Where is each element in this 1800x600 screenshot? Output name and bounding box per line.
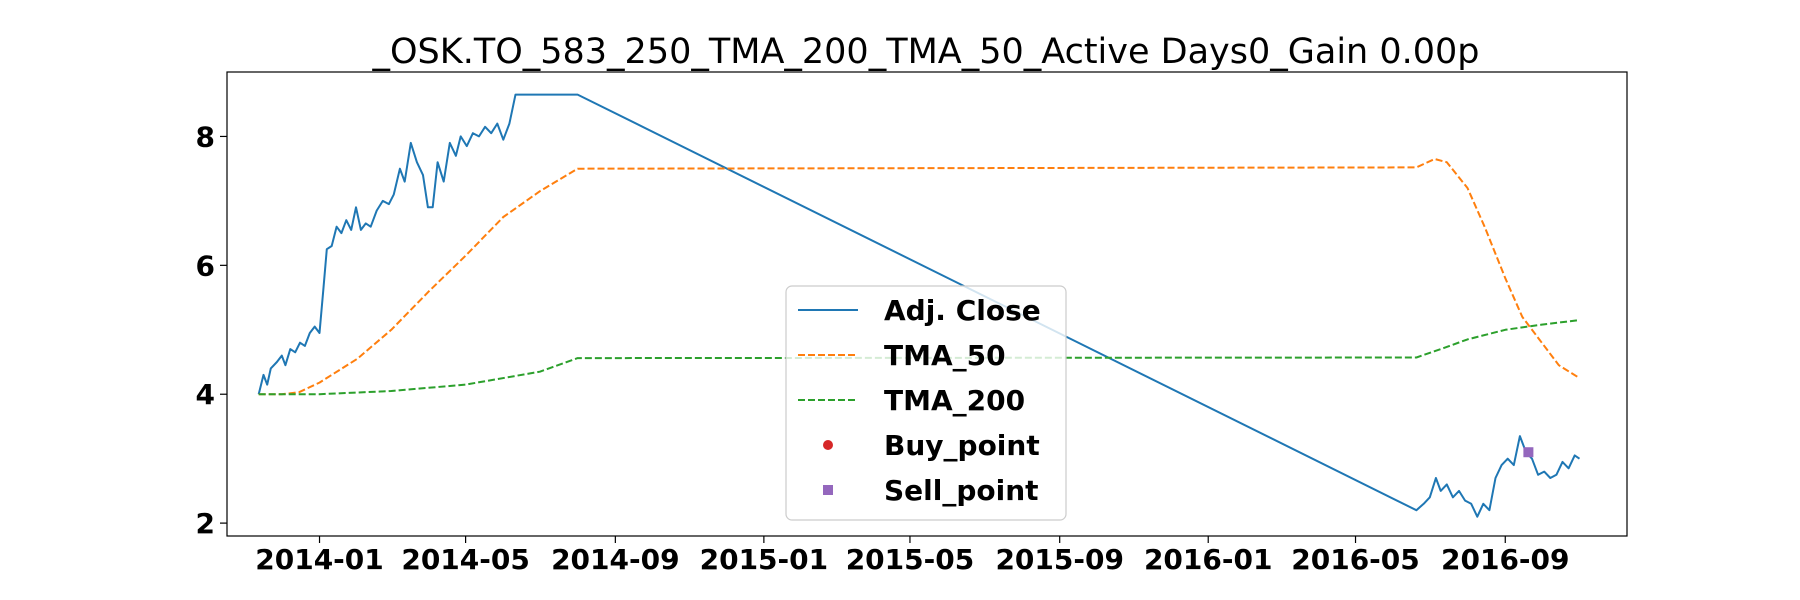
legend-swatch-sell-point [823, 485, 833, 495]
y-tick-label: 2 [196, 507, 215, 540]
x-tick-label: 2014-05 [401, 543, 530, 576]
legend-label-adj-close: Adj. Close [884, 294, 1041, 327]
x-tick-label: 2015-05 [846, 543, 975, 576]
x-tick-label: 2015-01 [700, 543, 829, 576]
y-tick-label: 6 [196, 249, 215, 282]
series-line-adj-close [257, 93, 1581, 518]
legend-label-tma-50: TMA_50 [884, 339, 1006, 372]
legend-label-sell-point: Sell_point [884, 474, 1039, 507]
y-tick-label: 4 [196, 378, 215, 411]
legend-box [785, 285, 1067, 521]
x-tick-label: 2014-09 [551, 543, 680, 576]
x-tick-label: 2016-09 [1441, 543, 1570, 576]
y-axis: 2 4 6 8 [196, 120, 227, 540]
x-tick-label: 2016-01 [1144, 543, 1273, 576]
legend-label-tma-200: TMA_200 [884, 384, 1025, 417]
legend-swatch-buy-point [823, 440, 833, 450]
series-line-tma-50 [258, 158, 1581, 396]
x-tick-label: 2014-01 [255, 543, 384, 576]
legend: Adj. Close TMA_50 TMA_200 Buy_point Sell_poi… [785, 285, 1067, 521]
x-axis: 2014-01 2014-05 2014-09 2015-01 2015-05 2015-… [255, 536, 1570, 576]
marker-sell-point [1523, 447, 1534, 458]
y-tick-label: 8 [196, 120, 215, 153]
x-tick-label: 2016-05 [1291, 543, 1420, 576]
chart-title: _OSK.TO_583_250_TMA_200_TMA_50_Active Da… [371, 32, 1479, 72]
x-tick-label: 2015-09 [995, 543, 1124, 576]
legend-label-buy-point: Buy_point [884, 429, 1040, 462]
axes-frame [226, 71, 1628, 537]
